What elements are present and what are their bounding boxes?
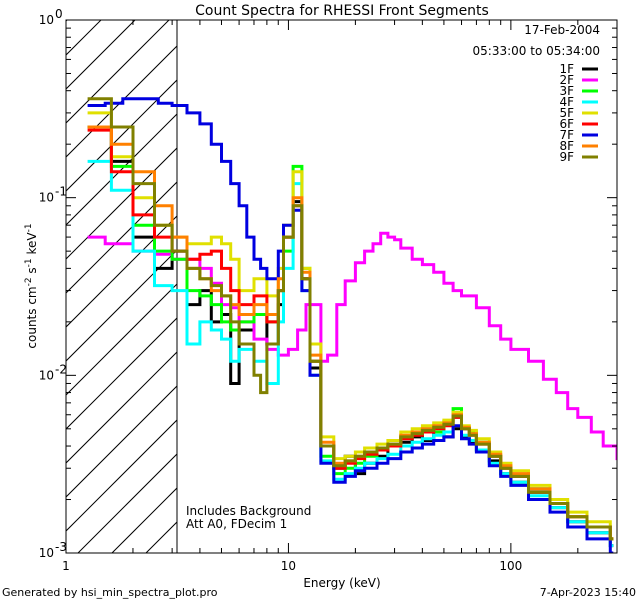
annotation-background: Includes Background [186, 504, 311, 518]
chart-title: Count Spectra for RHESSI Front Segments [195, 3, 489, 19]
hatch-line [66, 20, 68, 22]
plot-frame [65, 19, 618, 554]
hatch-line [0, 13, 40, 553]
date-label: 17-Feb-2004 [524, 23, 600, 37]
hatch-line [66, 113, 177, 226]
legend-label-9f: 9F [559, 150, 574, 164]
legend-label-6f: 6F [559, 117, 574, 131]
series-layer [87, 97, 617, 553]
legend-label-7f: 7F [559, 128, 574, 142]
hatch-line [66, 181, 177, 294]
hatch-line [66, 385, 177, 498]
x-tick-labels: 1 10 100 [62, 559, 522, 573]
hatched-region [0, 13, 177, 553]
legend-label-1f: 1F [559, 62, 574, 76]
series-9f [87, 97, 614, 541]
y-tick-exponent: 0 [55, 7, 63, 21]
y-tick-exponent: -3 [55, 540, 67, 554]
footer-timestamp: 7-Apr-2023 15:40 [540, 586, 636, 599]
x-axis-label: Energy (keV) [303, 576, 380, 590]
legend-label-8f: 8F [559, 139, 574, 153]
annotation-attenuator: Att A0, FDecim 1 [186, 517, 287, 531]
hatch-line [66, 79, 177, 192]
legend-label-3f: 3F [559, 84, 574, 98]
y-tick-exponent: -1 [55, 185, 67, 199]
series-1f [87, 125, 614, 548]
y-tick-label: 10 [39, 368, 54, 382]
hatch-line [66, 351, 177, 464]
y-tick-exponent: -2 [55, 362, 67, 376]
series-7f [87, 97, 614, 553]
hatch-line [66, 20, 136, 90]
legend-label-4f: 4F [559, 95, 574, 109]
x-tick-label: 1 [62, 559, 70, 573]
x-tick-label: 100 [499, 559, 522, 573]
hatch-line [77, 453, 177, 553]
axis-ticks [65, 19, 618, 554]
hatch-line [66, 20, 102, 56]
x-tick-label: 10 [281, 559, 296, 573]
hatch-line [0, 13, 6, 553]
y-tick-label: 10 [39, 13, 54, 27]
y-axis-label: counts cm-2 s-1 keV-1 [24, 223, 39, 348]
hatch-line [66, 249, 177, 362]
y-tick-label: 10 [39, 191, 54, 205]
hatch-line [66, 215, 177, 328]
hatch-line [66, 283, 177, 396]
hatch-line [66, 419, 177, 532]
time-range-label: 05:33:00 to 05:34:00 [473, 44, 600, 58]
y-tick-label: 10 [39, 546, 54, 560]
footer-generator: Generated by hsi_min_spectra_plot.pro [2, 586, 218, 599]
legend-label-5f: 5F [559, 106, 574, 120]
legend-label-2f: 2F [559, 73, 574, 87]
hatch-line [66, 317, 177, 430]
hatch-line [66, 20, 170, 124]
